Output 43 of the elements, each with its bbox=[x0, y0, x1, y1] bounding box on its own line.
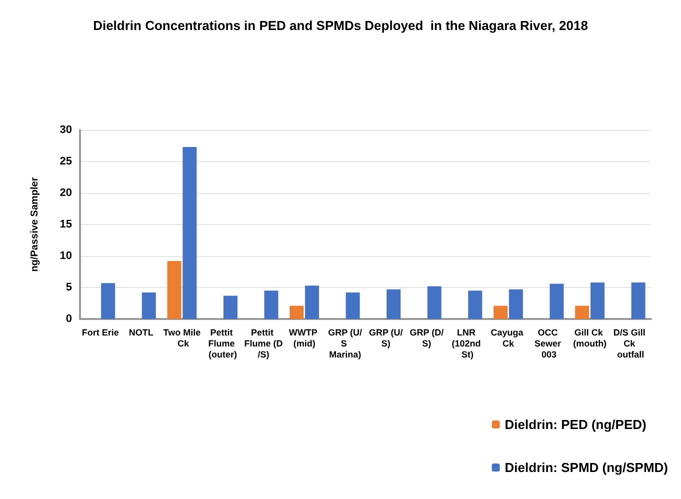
bar bbox=[101, 283, 116, 319]
bar bbox=[575, 306, 590, 319]
bar bbox=[386, 289, 401, 319]
bar bbox=[508, 289, 523, 319]
bar bbox=[346, 292, 360, 319]
bar bbox=[468, 290, 482, 319]
legend-label: Dieldrin: SPMD (ng/SPMD) bbox=[504, 460, 668, 475]
x-tick-label: D/S Gill Ck outfall bbox=[613, 328, 648, 360]
y-axis-title: ng/Passive Sampler bbox=[30, 177, 40, 272]
x-tick-label: Pettit Flume (D/S) bbox=[244, 328, 284, 360]
x-tick-label: Pettit Flume (outer) bbox=[208, 328, 238, 360]
x-tick-label: GRP (D/S) bbox=[410, 328, 444, 348]
x-tick-label: GRP (U/S) bbox=[368, 328, 404, 348]
y-tick-label: 10 bbox=[60, 250, 72, 262]
bar bbox=[631, 282, 646, 319]
y-tick-label: 25 bbox=[60, 156, 72, 168]
y-tick-label: 0 bbox=[66, 313, 72, 325]
x-tick-label: Fort Erie bbox=[82, 328, 119, 338]
bar bbox=[494, 306, 508, 319]
bar bbox=[182, 147, 197, 319]
x-tick-label: WWTP (mid) bbox=[288, 328, 320, 348]
y-tick-label: 20 bbox=[60, 187, 72, 199]
bar bbox=[167, 261, 182, 319]
x-tick-label: LNR (102nd St) bbox=[452, 328, 484, 360]
bar bbox=[550, 284, 564, 319]
bar bbox=[223, 296, 238, 319]
bar bbox=[290, 306, 304, 319]
x-tick-label: Cayuga Ck bbox=[490, 328, 526, 348]
y-tick-label: 15 bbox=[60, 218, 72, 230]
legend-label: Dieldrin: PED (ng/PED) bbox=[504, 417, 646, 432]
y-tick-label: 5 bbox=[66, 282, 72, 294]
chart-title: Dieldrin Concentrations in PED and SPMDs Deployed in the Niagara River, 2018 bbox=[93, 18, 588, 33]
bar bbox=[142, 292, 156, 319]
x-tick-label: NOTL bbox=[128, 328, 154, 338]
x-tick-label: Gill Ck (mouth) bbox=[573, 328, 607, 348]
bar bbox=[590, 282, 605, 319]
bar bbox=[427, 286, 442, 319]
bar bbox=[305, 286, 320, 319]
x-tick-label: GRP (U/S Marina) bbox=[328, 328, 363, 360]
x-tick-label: Two Mile Ck bbox=[163, 328, 201, 348]
y-tick-label: 30 bbox=[60, 124, 72, 136]
bar bbox=[264, 290, 278, 319]
x-tick-label: OCC Sewer 003 bbox=[534, 328, 564, 360]
